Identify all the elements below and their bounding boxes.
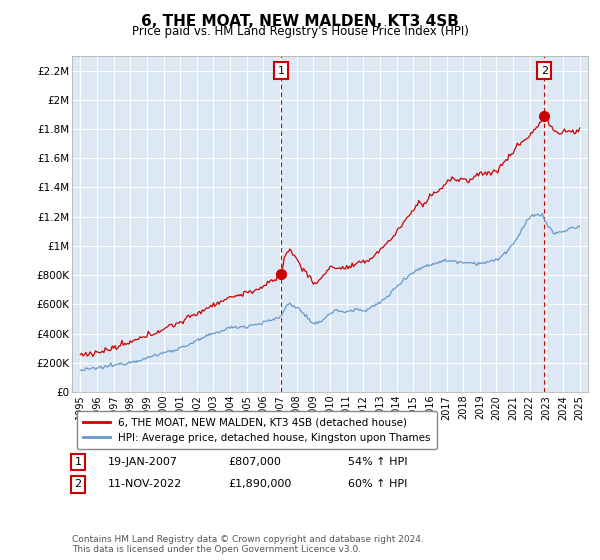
Text: 60% ↑ HPI: 60% ↑ HPI [348, 479, 407, 489]
Text: £807,000: £807,000 [228, 457, 281, 467]
Text: 54% ↑ HPI: 54% ↑ HPI [348, 457, 407, 467]
Text: 2: 2 [74, 479, 82, 489]
Legend: 6, THE MOAT, NEW MALDEN, KT3 4SB (detached house), HPI: Average price, detached : 6, THE MOAT, NEW MALDEN, KT3 4SB (detach… [77, 411, 437, 449]
Text: 1: 1 [74, 457, 82, 467]
Text: Price paid vs. HM Land Registry's House Price Index (HPI): Price paid vs. HM Land Registry's House … [131, 25, 469, 38]
Text: 2: 2 [541, 66, 548, 76]
Text: 1: 1 [277, 66, 284, 76]
Text: Contains HM Land Registry data © Crown copyright and database right 2024.
This d: Contains HM Land Registry data © Crown c… [72, 535, 424, 554]
Text: 19-JAN-2007: 19-JAN-2007 [108, 457, 178, 467]
Text: 11-NOV-2022: 11-NOV-2022 [108, 479, 182, 489]
Text: 6, THE MOAT, NEW MALDEN, KT3 4SB: 6, THE MOAT, NEW MALDEN, KT3 4SB [141, 14, 459, 29]
Text: £1,890,000: £1,890,000 [228, 479, 292, 489]
